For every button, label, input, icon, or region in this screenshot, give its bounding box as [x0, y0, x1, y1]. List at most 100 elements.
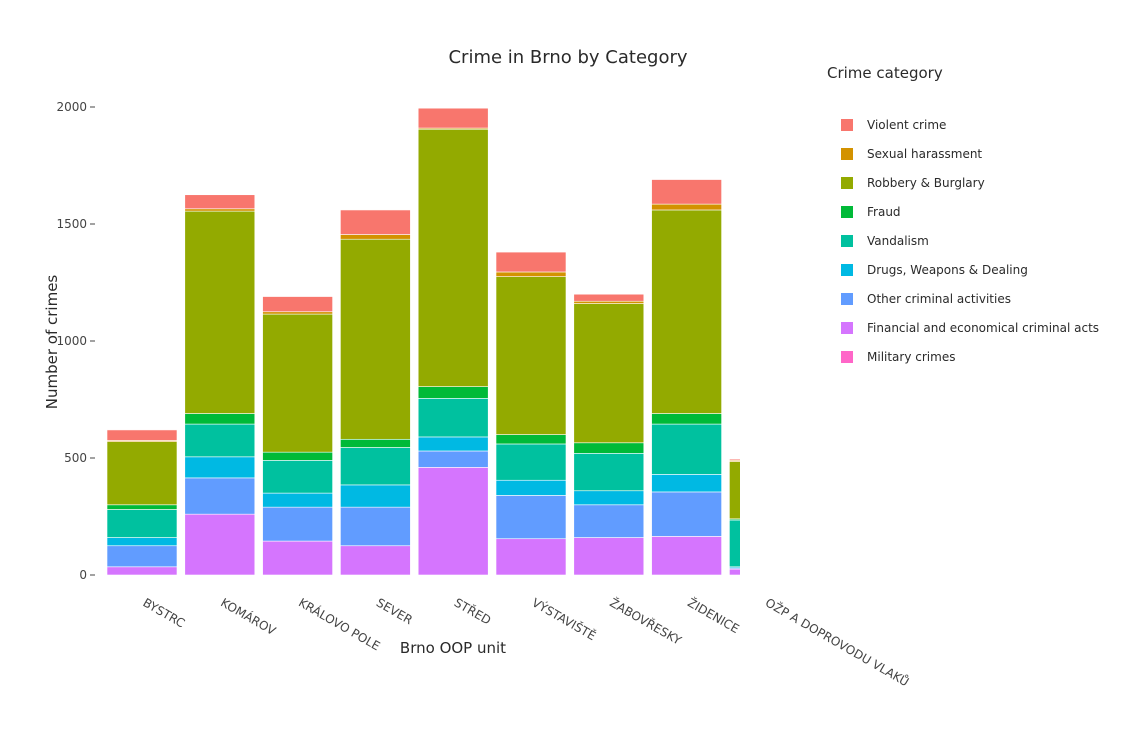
bar-segment[interactable]	[651, 203, 722, 211]
y-tick-label: 500	[64, 451, 87, 465]
x-tick-label: ŽIDENICE	[685, 595, 742, 637]
legend-item[interactable]: Robbery & Burglary	[841, 176, 985, 190]
bar-segment[interactable]	[340, 209, 411, 235]
bar-segment[interactable]	[417, 107, 489, 129]
bar-segment[interactable]	[495, 479, 567, 496]
bar-segment[interactable]	[729, 568, 799, 576]
bar-segment[interactable]	[417, 436, 489, 452]
bar-segment[interactable]	[262, 540, 333, 576]
bar-segment[interactable]	[417, 467, 489, 576]
legend-item[interactable]: Fraud	[841, 205, 901, 219]
bar-segment[interactable]	[340, 438, 411, 448]
bar-segment[interactable]	[729, 567, 799, 570]
bar-segment[interactable]	[184, 477, 256, 515]
bar-segment[interactable]	[651, 474, 722, 493]
y-tick-label: 2000	[56, 100, 87, 114]
bar-segment[interactable]	[729, 519, 799, 568]
bar-segment[interactable]	[262, 451, 333, 461]
bar-segment[interactable]	[106, 429, 178, 441]
bar-segment[interactable]	[651, 209, 722, 414]
bar-segment[interactable]	[573, 490, 645, 506]
bar-segment[interactable]	[495, 251, 567, 273]
legend-swatch	[841, 351, 853, 363]
y-axis: 0 500 1000 1500 2000	[56, 100, 95, 582]
bar-segment[interactable]	[495, 538, 567, 576]
bar-segment[interactable]	[184, 194, 256, 210]
x-tick-label: VÝSTAVIŠTĚ	[530, 595, 599, 644]
legend-label: Fraud	[867, 205, 901, 219]
bar-segment[interactable]	[651, 179, 722, 205]
x-tick-label: ŽABOVŘESKY	[607, 595, 685, 648]
bar-segment[interactable]	[106, 441, 178, 506]
bar-segment[interactable]	[651, 423, 722, 475]
legend-item[interactable]: Military crimes	[841, 350, 955, 364]
bar-segment[interactable]	[106, 504, 178, 510]
bar-segment[interactable]	[340, 238, 411, 440]
legend-label: Other criminal activities	[867, 292, 1011, 306]
bar-segment[interactable]	[340, 484, 411, 508]
legend[interactable]: Violent crime Sexual harassment Robbery & …	[841, 118, 1099, 364]
legend-item[interactable]: Other criminal activities	[841, 292, 1011, 306]
bar-segment[interactable]	[573, 293, 645, 302]
bar-segment[interactable]	[262, 313, 333, 453]
legend-item[interactable]: Vandalism	[841, 234, 929, 248]
bar-segment[interactable]	[106, 537, 178, 547]
bar-segment[interactable]	[573, 537, 645, 576]
bar-segment[interactable]	[495, 434, 567, 445]
bar-segment[interactable]	[651, 413, 722, 425]
chart-title: Crime in Brno by Category	[448, 47, 687, 68]
bar-segment[interactable]	[417, 386, 489, 399]
bar-segment[interactable]	[184, 456, 256, 479]
bar-segment[interactable]	[729, 460, 799, 462]
legend-item[interactable]: Financial and economical criminal acts	[841, 321, 1099, 335]
y-axis-title: Number of crimes	[43, 275, 61, 410]
bar-segment[interactable]	[262, 460, 333, 494]
bar-segment[interactable]	[729, 458, 799, 461]
bar-segment[interactable]	[184, 413, 256, 425]
bar-segment[interactable]	[184, 513, 256, 576]
bar-segment[interactable]	[729, 566, 799, 569]
bar-segment[interactable]	[262, 492, 333, 508]
bar-segment[interactable]	[106, 545, 178, 568]
bar-segment[interactable]	[262, 311, 333, 315]
bar-segment[interactable]	[651, 491, 722, 537]
bar-segment[interactable]	[573, 300, 645, 304]
legend-item[interactable]: Sexual harassment	[841, 147, 982, 161]
bar-segment[interactable]	[573, 504, 645, 538]
legend-swatch	[841, 264, 853, 276]
bar-segment[interactable]	[729, 518, 799, 521]
bar-segment[interactable]	[729, 461, 799, 520]
bar-segment[interactable]	[495, 495, 567, 540]
bar-segment[interactable]	[106, 566, 178, 576]
legend-label: Robbery & Burglary	[867, 176, 985, 190]
legend-title: Crime category	[827, 64, 943, 82]
bar-segment[interactable]	[651, 536, 722, 576]
bar-segment[interactable]	[417, 450, 489, 468]
bar-segment[interactable]	[495, 271, 567, 277]
legend-item[interactable]: Violent crime	[841, 118, 946, 132]
bar-segment[interactable]	[573, 303, 645, 444]
x-tick-label: BYSTRC	[141, 595, 188, 630]
bar-segment[interactable]	[184, 210, 256, 414]
bar-segment[interactable]	[262, 506, 333, 542]
bar-segment[interactable]	[573, 442, 645, 454]
bar-segment[interactable]	[340, 545, 411, 576]
legend-item[interactable]: Drugs, Weapons & Dealing	[841, 263, 1028, 277]
bar-segment[interactable]	[340, 234, 411, 240]
bar-segment[interactable]	[495, 443, 567, 481]
legend-swatch	[841, 235, 853, 247]
bar-segment[interactable]	[340, 447, 411, 486]
bar-segment[interactable]	[573, 453, 645, 492]
bar-segment[interactable]	[184, 423, 256, 458]
bar-segment[interactable]	[417, 128, 489, 387]
legend-label: Drugs, Weapons & Dealing	[867, 263, 1028, 277]
bar-segment[interactable]	[262, 296, 333, 313]
bar-segment[interactable]	[495, 276, 567, 435]
legend-label: Financial and economical criminal acts	[867, 321, 1099, 335]
bar-segment[interactable]	[417, 398, 489, 438]
bar-segment[interactable]	[184, 208, 256, 212]
bar-segment[interactable]	[340, 506, 411, 547]
bar-segment[interactable]	[106, 509, 178, 538]
